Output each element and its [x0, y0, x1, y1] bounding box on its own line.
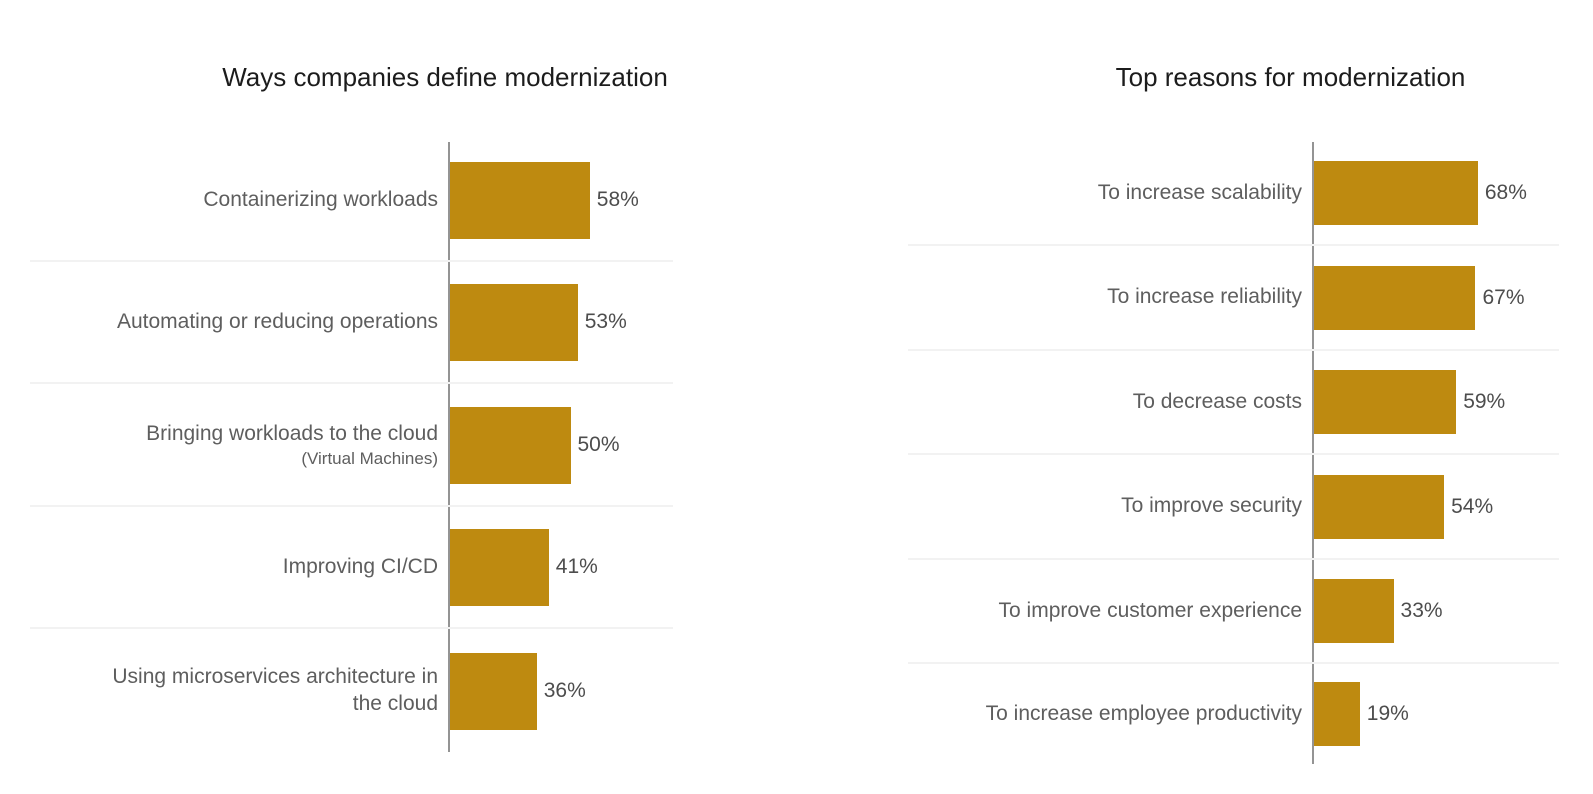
bar: [450, 161, 590, 239]
bar-row: To improve customer experience 33%: [908, 560, 1559, 664]
category-label-line: Bringing workloads to the cloud: [146, 421, 438, 445]
bar-row: Using microservices architecture in the …: [30, 630, 673, 752]
category-label-line: Automating or reducing operations: [116, 309, 438, 333]
bar-line: 53%: [450, 262, 627, 382]
bar-line: 68%: [1314, 142, 1527, 244]
bar: [450, 406, 571, 484]
category-label-line: To improve customer experience: [998, 598, 1302, 622]
bar: [1314, 579, 1394, 643]
bar: [450, 283, 578, 361]
bar-row: To improve security 54%: [908, 455, 1559, 560]
category-label-subline: (Virtual Machines): [301, 448, 438, 468]
value-label: 53%: [584, 310, 627, 333]
category-label: Automating or reducing operations: [30, 262, 438, 382]
category-label-line: Containerizing workloads: [203, 187, 438, 211]
bar-row: Improving CI/CD 41%: [30, 507, 673, 629]
chart-title: Ways companies define modernization: [222, 62, 668, 92]
value-label: 50%: [577, 433, 620, 456]
value-label: 59%: [1463, 390, 1506, 413]
bar-row: To increase scalability 68%: [908, 142, 1559, 246]
category-label: Using microservices architecture in the …: [30, 630, 438, 752]
category-label: To increase reliability: [908, 246, 1302, 349]
value-label: 33%: [1400, 599, 1443, 622]
category-label: To improve customer experience: [908, 560, 1302, 662]
chart-title: Top reasons for modernization: [1115, 62, 1466, 92]
category-label: Containerizing workloads: [30, 140, 438, 260]
bar: [1314, 370, 1457, 434]
value-label: 36%: [543, 679, 586, 702]
bar: [1314, 265, 1476, 330]
category-label: To increase employee productivity: [908, 664, 1302, 764]
bar-line: 41%: [450, 507, 598, 627]
category-label: To decrease costs: [908, 351, 1302, 453]
bar-line: 33%: [1314, 560, 1443, 662]
bar-row: To decrease costs 59%: [908, 351, 1559, 455]
bar: [1314, 474, 1445, 539]
axis-line: [448, 142, 450, 752]
value-label: 41%: [555, 555, 598, 578]
category-label: To improve security: [908, 455, 1302, 558]
bar-row: Containerizing workloads 58%: [30, 140, 673, 262]
bar: [450, 652, 537, 730]
bar: [1314, 682, 1360, 746]
bar-line: 50%: [450, 385, 620, 505]
category-label-line: To increase employee productivity: [985, 701, 1302, 725]
bar-line: 19%: [1314, 664, 1409, 764]
bar-line: 58%: [450, 140, 639, 260]
bar-row: Bringing workloads to the cloud (Virtual…: [30, 385, 673, 507]
bar-line: 59%: [1314, 351, 1505, 453]
bar-line: 67%: [1314, 246, 1525, 349]
bar: [1314, 161, 1478, 225]
category-label-line: To decrease costs: [1132, 389, 1302, 413]
category-label-line: To increase scalability: [1097, 180, 1302, 204]
value-label: 58%: [596, 188, 639, 211]
category-label: To increase scalability: [908, 142, 1302, 244]
bar-row: To increase employee productivity 19%: [908, 664, 1559, 764]
value-label: 68%: [1484, 181, 1527, 204]
category-label: Improving CI/CD: [30, 507, 438, 627]
bar-row: Automating or reducing operations 53%: [30, 262, 673, 384]
value-label: 54%: [1451, 494, 1494, 518]
category-label-line: the cloud: [352, 692, 438, 715]
category-label-line: Using microservices architecture in: [112, 665, 438, 689]
bar-line: 54%: [1314, 455, 1493, 558]
bar-line: 36%: [450, 630, 586, 752]
bar-row: To increase reliability 67%: [908, 246, 1559, 351]
category-label-line: To improve security: [1121, 494, 1302, 518]
category-label: Bringing workloads to the cloud (Virtual…: [30, 385, 438, 505]
bar: [450, 528, 549, 606]
category-label-line: To increase reliability: [1107, 285, 1302, 309]
value-label: 67%: [1482, 285, 1525, 309]
category-label-line: Improving CI/CD: [282, 554, 438, 578]
value-label: 19%: [1366, 702, 1409, 725]
